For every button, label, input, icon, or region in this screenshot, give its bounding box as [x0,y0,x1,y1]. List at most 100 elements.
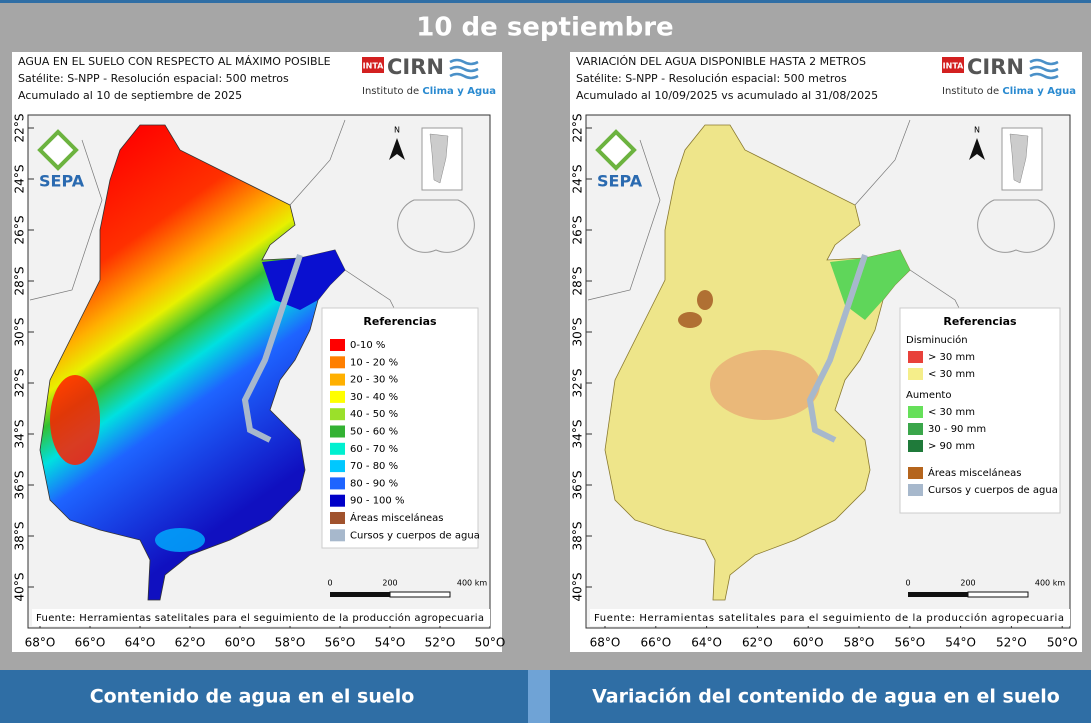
legend-swatch [908,351,923,363]
inset-map [397,199,475,253]
lon-label: 54°O [945,636,976,650]
region-patch [155,528,205,552]
legend-swatch [330,425,345,438]
lat-label: 34°S [13,420,27,449]
legend-swatch [330,373,345,386]
scale-label: 200 [382,579,397,588]
sepa-mark [37,129,79,171]
scale-bar-white [967,591,1029,598]
legend-swatch [330,408,345,421]
north-arrow [969,138,985,160]
lon-label: 56°O [325,636,356,650]
header-line: Acumulado al 10 de septiembre de 2025 [18,89,242,102]
lon-label: 54°O [375,636,406,650]
inset-shape [429,133,449,184]
river [806,254,868,443]
lat-label: 22°S [571,114,585,143]
region [39,124,346,601]
sepa-label: SEPA [39,172,85,191]
sepa-mark [595,129,637,171]
header-line: VARIACIÓN DEL AGUA DISPONIBLE HASTA 2 ME… [576,55,866,68]
legend-label: Cursos y cuerpos de agua [350,530,480,541]
scale-label: 0 [327,579,332,588]
legend-box [321,307,479,549]
region-patch [262,250,345,310]
source-bg [32,609,490,626]
lon-label: 64°O [125,636,156,650]
lat-label: 32°S [571,369,585,398]
legend-swatch [330,494,345,507]
legend-swatch [908,368,923,380]
border-line [854,119,911,206]
border-line [289,119,346,206]
logo-name: CIRN [387,55,444,79]
logo-institute-highlight: Clima y Agua [422,86,496,97]
legend-label: 90 - 100 % [350,496,404,507]
sepa-label: SEPA [597,172,643,191]
legend-swatch [908,423,923,435]
legend-label: 80 - 90 % [350,478,398,489]
lon-label: 56°O [894,636,925,650]
lat-label: 38°S [13,522,27,551]
lon-label: 60°O [793,636,824,650]
border-line [29,139,103,301]
lat-label: 24°S [571,165,585,194]
legend-swatch [330,460,345,473]
logo-mark: INTA [363,62,385,71]
source-bg [590,609,1070,626]
header-line: Satélite: S-NPP - Resolución espacial: 5… [18,72,289,85]
legend-swatch [908,467,923,479]
legend-box [899,307,1061,514]
legend-heading: Aumento [906,390,951,401]
logo-institute: Instituto de Clima y Agua [942,86,1076,97]
map-area [39,124,346,601]
lon-label: 66°O [75,636,106,650]
legend-label: 60 - 70 % [350,444,398,455]
legend-swatch [330,390,345,403]
legend: Referencias Disminución > 30 mm < 30 mm Aume… [899,307,1061,514]
lon-label: 62°O [175,636,206,650]
lon-label: 64°O [691,636,722,650]
lat-label: 36°S [13,471,27,500]
legend-label: Áreas misceláneas [928,466,1022,479]
lat-label: 28°S [571,267,585,296]
lon-label: 68°O [590,636,621,650]
logo-institute-text: Instituto de [942,86,999,97]
lat-label: 30°S [571,318,585,347]
scale-label: 400 km [1035,579,1065,588]
lat-label: 26°S [571,216,585,245]
scale-bar-white [389,591,451,598]
header-line: Acumulado al 10/09/2025 vs acumulado al … [576,89,878,102]
inset-shape [1009,133,1029,184]
footer-label: Variación del contenido de agua en el su… [592,686,1060,708]
legend-swatch [908,406,923,418]
scale-label: 0 [905,579,910,588]
lon-label: 62°O [742,636,773,650]
legend-label: < 30 mm [928,369,975,380]
logo-mark: INTA [943,62,965,71]
lon-label: 50°O [1047,636,1078,650]
scale-bar-black [330,592,390,597]
legend-title: Referencias [363,315,437,328]
map-panel: N SEPA VARIACIÓN DEL AGUA DISPONIBLE HASTA… [570,52,1082,652]
legend-swatch [330,442,345,455]
map-panel: N SEPA AGUA EN EL SUELO CON RESPECTO AL MÁ… [12,52,505,652]
north-label: N [394,126,400,135]
legend-swatch [330,339,345,351]
legend-label: 70 - 80 % [350,461,398,472]
inset-map [977,199,1055,253]
logo-waves [1029,58,1059,80]
logo-institute-highlight: Clima y Agua [1002,86,1076,97]
lat-label: 32°S [13,369,27,398]
region-patch [697,290,713,310]
legend: Referencias 0-10 % 10 - 20 % 20 - 30 % 30 - … [321,307,480,549]
legend-label: 30 - 40 % [350,392,398,403]
scale-label: 400 km [457,579,487,588]
lon-label: 68°O [25,636,56,650]
legend-heading: Disminución [906,334,968,346]
legend-label: > 90 mm [928,441,975,452]
lat-label: 28°S [13,267,27,296]
lon-label: 50°O [475,636,506,650]
north-arrow [389,138,405,160]
